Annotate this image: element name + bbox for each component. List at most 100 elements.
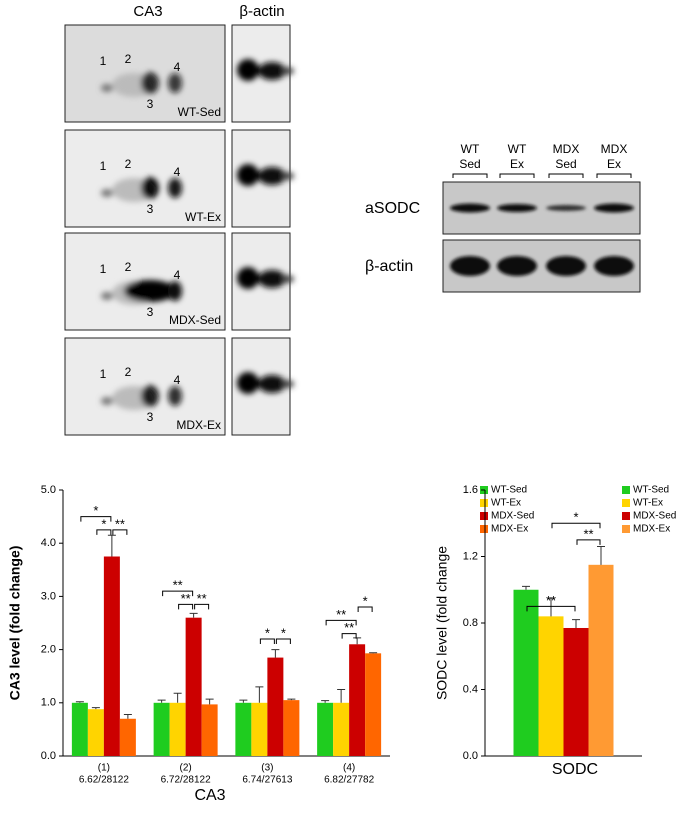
legend-label: WT-Ex	[633, 498, 663, 509]
error-bar	[123, 714, 132, 719]
legend-swatch	[622, 512, 630, 520]
spot-number: 2	[125, 52, 132, 66]
y-tick-label: 0.0	[463, 750, 478, 762]
bar	[365, 653, 382, 756]
significance-label: **	[181, 591, 191, 606]
y-tick-label: 3.0	[41, 590, 56, 602]
spot-number: 4	[174, 165, 181, 179]
spot	[141, 177, 159, 199]
spot	[124, 280, 176, 302]
lane-label: MDX	[601, 142, 628, 156]
band	[594, 203, 634, 213]
legend-label: MDX-Sed	[491, 511, 534, 522]
spot	[258, 270, 286, 288]
bar	[251, 702, 268, 756]
spot	[282, 275, 294, 283]
significance-label: *	[265, 625, 270, 640]
bar	[513, 589, 539, 756]
spot-number: 4	[174, 268, 181, 282]
x-axis-label: SODC	[552, 761, 598, 778]
legend-swatch	[622, 486, 630, 494]
panel-label: WT-Sed	[178, 105, 221, 119]
bar	[563, 627, 589, 756]
panel-label: MDX-Sed	[169, 313, 221, 327]
legend-label: MDX-Sed	[633, 511, 676, 522]
spot-number: 3	[147, 202, 154, 216]
legend-swatch	[622, 499, 630, 507]
significance-label: **	[336, 607, 346, 622]
significance-label: **	[583, 526, 593, 541]
bar	[169, 702, 186, 756]
error-bar	[107, 534, 116, 557]
band	[546, 205, 586, 211]
x-tick-label: (3)	[261, 763, 273, 774]
legend-swatch	[480, 512, 488, 520]
bar	[588, 564, 614, 756]
bar	[185, 617, 202, 756]
y-tick-label: 2.0	[41, 644, 56, 656]
spot-number: 1	[100, 262, 107, 276]
gel-panel	[64, 337, 226, 436]
band	[450, 203, 490, 213]
x-tick-label: (4)	[343, 763, 355, 774]
panel-label: WT-Ex	[185, 210, 221, 224]
x-tick-label: (2)	[180, 763, 192, 774]
y-tick-label: 1.0	[41, 697, 56, 709]
lane-label: WT	[461, 142, 480, 156]
lane-label: WT	[508, 142, 527, 156]
y-tick-label: 1.2	[463, 550, 478, 562]
significance-bracket	[576, 539, 601, 545]
lane-bracket	[452, 173, 488, 178]
y-axis-label: SODC level (fold change	[434, 546, 450, 700]
band	[450, 256, 490, 276]
error-bar	[157, 699, 166, 703]
bar	[201, 704, 218, 756]
y-tick-label: 0.4	[463, 683, 478, 695]
significance-bracket	[341, 633, 357, 639]
bands	[450, 256, 634, 276]
y-tick-label: 1.6	[463, 484, 478, 496]
spot	[168, 386, 182, 406]
x-axis-label: CA3	[194, 787, 225, 804]
significance-bracket	[112, 529, 128, 535]
error-bar	[353, 637, 362, 645]
spot	[237, 164, 259, 186]
bar	[119, 718, 136, 756]
x-tick-label: 6.74/27613	[242, 775, 292, 786]
error-bar	[337, 689, 346, 703]
legend-swatch	[480, 499, 488, 507]
error-bar	[522, 585, 530, 590]
lane-label: Ex	[607, 157, 621, 171]
bar	[235, 702, 252, 756]
bands	[450, 203, 634, 213]
legend-label: WT-Sed	[491, 485, 527, 496]
spot	[101, 189, 113, 197]
significance-label: *	[101, 516, 106, 531]
significance-label: *	[281, 625, 286, 640]
significance-label: **	[344, 620, 354, 635]
legend-label: WT-Sed	[633, 485, 669, 496]
spot-number: 4	[174, 373, 181, 387]
actin-header: β-actin	[239, 3, 284, 20]
significance-bracket	[551, 522, 601, 529]
significance-bracket	[162, 590, 194, 597]
spot	[237, 372, 259, 394]
gel-spots	[101, 177, 182, 202]
significance-label: **	[115, 516, 125, 531]
error-bar	[572, 619, 580, 628]
spot	[237, 59, 259, 81]
band	[497, 204, 537, 212]
band	[594, 256, 634, 276]
lane-label: Sed	[555, 157, 576, 171]
error-bar	[239, 699, 248, 703]
legend-label: WT-Ex	[491, 498, 521, 509]
spot-number: 1	[100, 367, 107, 381]
significance-bracket	[357, 606, 373, 613]
error-bar	[205, 698, 214, 705]
spot	[141, 72, 159, 94]
actin-spots	[237, 59, 294, 81]
error-bar	[91, 707, 100, 710]
spot-number: 3	[147, 410, 154, 424]
lane-bracket	[596, 173, 632, 178]
y-tick-label: 0.0	[41, 750, 56, 762]
